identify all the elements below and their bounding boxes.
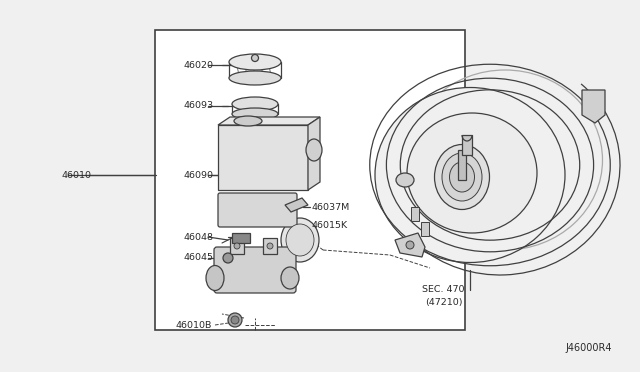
Ellipse shape [375,87,565,263]
Ellipse shape [281,218,319,262]
Ellipse shape [229,54,281,70]
FancyBboxPatch shape [214,247,296,293]
Ellipse shape [396,173,414,187]
Text: (47210): (47210) [425,298,463,308]
Text: J46000R4: J46000R4 [565,343,611,353]
FancyBboxPatch shape [218,193,297,227]
Ellipse shape [286,224,314,256]
Ellipse shape [206,266,224,291]
Bar [411,207,419,221]
Ellipse shape [229,71,281,85]
Ellipse shape [306,139,322,161]
Text: 46045: 46045 [183,253,213,262]
Text: 46090: 46090 [183,170,213,180]
Circle shape [231,316,239,324]
Polygon shape [308,117,320,190]
Bar [421,222,429,236]
Circle shape [228,313,242,327]
Bar [155,30,465,330]
Ellipse shape [435,144,490,209]
Circle shape [267,243,273,249]
Circle shape [234,243,240,249]
Polygon shape [218,117,320,125]
Text: 46010B: 46010B [175,321,211,330]
Text: SEC. 470: SEC. 470 [422,285,465,295]
Text: 46010: 46010 [62,170,92,180]
Bar [232,233,250,243]
Circle shape [406,241,414,249]
Text: 46020: 46020 [183,61,213,70]
Text: 46037M: 46037M [312,202,350,212]
Ellipse shape [407,113,537,233]
Bar [230,238,244,254]
Polygon shape [582,90,605,123]
Ellipse shape [449,162,474,192]
Ellipse shape [232,97,278,111]
Text: 46048: 46048 [183,232,213,241]
Ellipse shape [442,153,482,201]
Ellipse shape [281,267,299,289]
Polygon shape [395,233,425,257]
Polygon shape [285,198,308,212]
Bar [263,238,277,254]
Circle shape [223,253,233,263]
Circle shape [252,55,259,61]
Ellipse shape [234,116,262,126]
Text: 46093: 46093 [183,102,213,110]
Text: 46015K: 46015K [312,221,348,230]
Ellipse shape [232,108,278,120]
Bar [462,135,472,155]
Bar [458,150,466,180]
Bar [218,125,308,190]
